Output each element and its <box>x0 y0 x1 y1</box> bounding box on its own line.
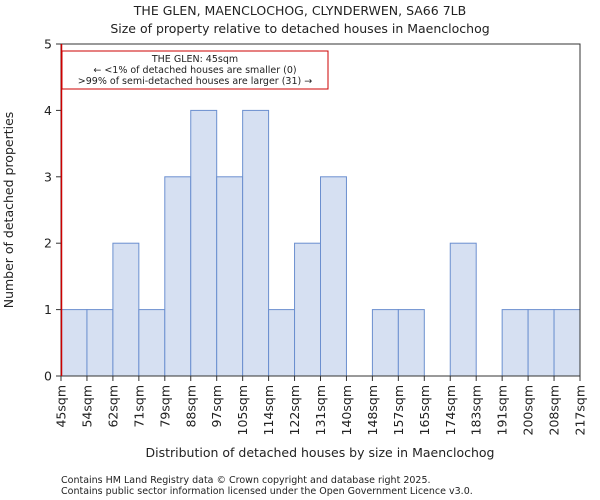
x-axis-ticks: 45sqm 54sqm 62sqm 71sqm 79sqm 88sqm 97sqm 105sq… <box>54 376 588 435</box>
annotation-box: THE GLEN: 45sqm ← <1% of detached houses… <box>61 50 329 90</box>
x-tick-label: 114sqm <box>261 385 276 435</box>
bars-group <box>60 109 581 377</box>
bar-97sqm <box>216 176 244 377</box>
bar-88sqm <box>190 109 218 377</box>
bar-157sqm <box>397 309 425 377</box>
x-tick-label: 174sqm <box>443 385 458 435</box>
bar-174sqm <box>449 242 477 377</box>
y-axis-ticks: 0 1 2 3 4 5 <box>44 37 61 384</box>
bar-71sqm <box>138 309 166 377</box>
x-tick-label: 62sqm <box>105 385 120 428</box>
x-tick-label: 79sqm <box>157 385 172 428</box>
annotation-line-1: THE GLEN: 45sqm <box>151 54 238 65</box>
bar-122sqm <box>294 242 321 377</box>
y-tick-label: 0 <box>44 369 52 384</box>
x-tick-label: 54sqm <box>79 385 94 428</box>
x-tick-label: 208sqm <box>547 385 562 435</box>
x-tick-label: 105sqm <box>235 385 250 435</box>
annotation-line-3: >99% of semi-detached houses are larger … <box>78 76 312 87</box>
bar-191sqm <box>501 309 529 377</box>
y-tick-label: 4 <box>44 103 52 118</box>
x-tick-label: 183sqm <box>469 385 484 435</box>
y-tick-label: 1 <box>44 302 52 317</box>
bar-45sqm <box>60 309 88 377</box>
x-tick-label: 122sqm <box>287 385 302 435</box>
y-tick-label: 2 <box>44 236 52 251</box>
bar-62sqm <box>112 242 140 377</box>
x-tick-label: 148sqm <box>365 385 380 435</box>
x-tick-label: 165sqm <box>417 385 432 435</box>
bar-131sqm <box>320 176 347 377</box>
bar-79sqm <box>164 176 192 377</box>
y-axis-label: Number of detached properties <box>1 112 16 309</box>
bar-148sqm <box>371 309 399 377</box>
y-tick-label: 5 <box>44 37 52 52</box>
x-tick-label: 71sqm <box>131 385 146 428</box>
annotation-border <box>61 50 329 90</box>
x-tick-label: 131sqm <box>313 385 328 435</box>
x-tick-label: 140sqm <box>339 385 354 435</box>
y-tick-label: 3 <box>44 169 52 184</box>
bar-208sqm <box>553 309 581 377</box>
annotation-line-2: ← <1% of detached houses are smaller (0) <box>93 65 296 76</box>
x-tick-label: 88sqm <box>183 385 198 428</box>
bar-105sqm <box>242 109 270 377</box>
bar-114sqm <box>268 309 296 377</box>
chart-subtitle: Size of property relative to detached ho… <box>110 21 489 36</box>
bar-200sqm <box>527 309 555 377</box>
bar-54sqm <box>86 309 114 377</box>
chart-title: THE GLEN, MAENCLOCHOG, CLYNDERWEN, SA66 … <box>133 3 466 18</box>
x-tick-label: 191sqm <box>495 385 510 435</box>
x-tick-label: 157sqm <box>391 385 406 435</box>
x-tick-label: 200sqm <box>521 385 536 435</box>
footer-line-1: Contains HM Land Registry data © Crown c… <box>61 475 431 486</box>
x-tick-label: 45sqm <box>54 385 69 428</box>
x-axis-label: Distribution of detached houses by size … <box>146 445 495 460</box>
x-tick-label: 97sqm <box>209 385 224 428</box>
x-tick-label: 217sqm <box>573 385 588 435</box>
footer-line-2: Contains public sector information licen… <box>61 486 473 497</box>
